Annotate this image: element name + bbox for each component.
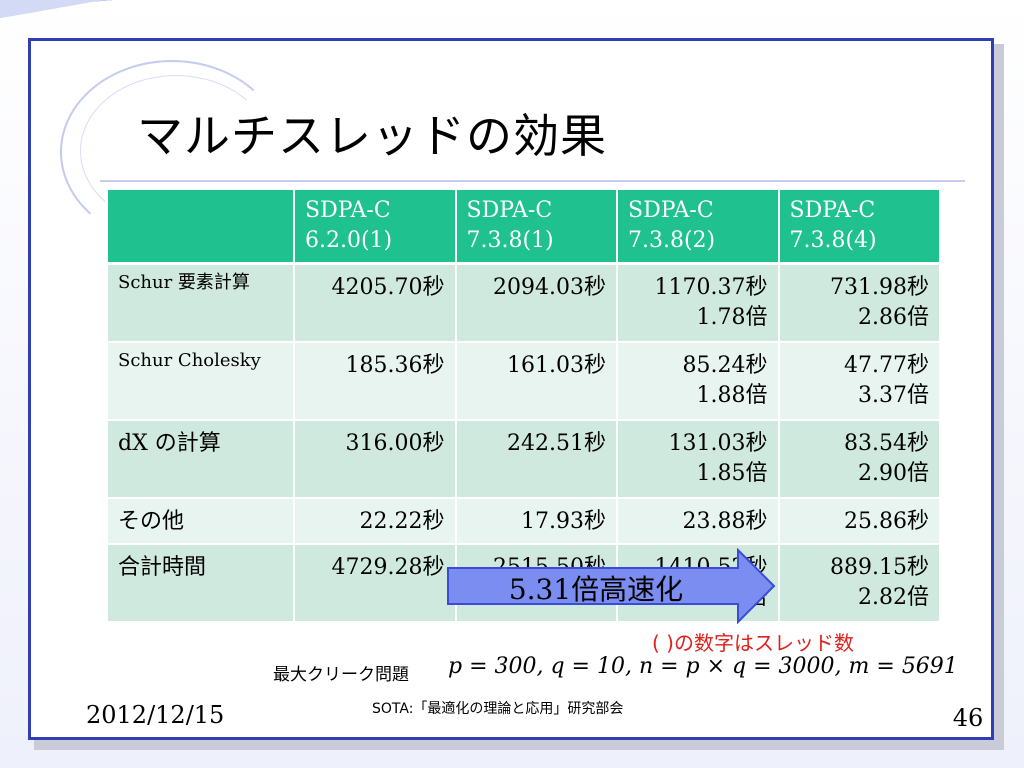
speedup-label: 5.31倍高速化 xyxy=(508,573,684,606)
row-label: 合計時間 xyxy=(108,543,295,623)
row-label: Schur Cholesky xyxy=(108,341,295,421)
table-cell: 85.24秒 1.88倍 xyxy=(617,341,780,421)
header-line: 7.3.8(1) xyxy=(466,228,554,253)
row-label: Schur 要素計算 xyxy=(108,263,295,343)
thread-count-note: ( )の数字はスレッド数 xyxy=(652,631,854,655)
header-line: SDPA-C xyxy=(305,198,391,223)
table-row: Schur 要素計算 4205.70秒 2094.03秒 1170.37秒 1.7… xyxy=(108,263,941,343)
table-cell: 1170.37秒 1.78倍 xyxy=(617,263,780,343)
cell-time: 889.15秒 xyxy=(830,554,929,580)
table-cell: 131.03秒 1.85倍 xyxy=(617,419,780,499)
table-cell: 83.54秒 2.90倍 xyxy=(778,419,941,499)
title-underline xyxy=(100,180,965,182)
table-cell: 889.15秒 2.82倍 xyxy=(778,543,941,623)
header-line: SDPA-C xyxy=(789,198,876,223)
cell-time: 85.24秒 xyxy=(682,352,768,378)
page-number: 46 xyxy=(952,704,984,732)
table-cell: 161.03秒 xyxy=(455,341,618,421)
slide-date: 2012/12/15 xyxy=(86,701,225,729)
slide-title: マルチスレッドの効果 xyxy=(137,109,607,163)
table-header-cell: SDPA-C 7.3.8(2) xyxy=(617,190,780,265)
cell-time: 242.51秒 xyxy=(507,430,606,456)
table-cell: 4205.70秒 xyxy=(294,263,457,343)
row-label: dX の計算 xyxy=(108,419,295,499)
cell-speedup: 1.88倍 xyxy=(696,382,768,408)
header-line: 7.3.8(2) xyxy=(628,228,716,253)
table-header-corner xyxy=(108,190,295,265)
table-row: Schur Cholesky 185.36秒 161.03秒 85.24秒 1.8… xyxy=(108,341,941,421)
cell-time: 22.22秒 xyxy=(359,508,445,534)
header-line: 6.2.0(1) xyxy=(305,228,393,253)
cell-time: 316.00秒 xyxy=(345,430,445,456)
cell-time: 47.77秒 xyxy=(844,352,929,378)
table-cell: 25.86秒 xyxy=(778,497,941,545)
cell-time: 25.86秒 xyxy=(844,508,929,534)
decorative-swirl xyxy=(60,60,284,244)
slide-footer: SOTA:「最適化の理論と応用」研究部会 xyxy=(372,701,624,717)
table-cell: 316.00秒 xyxy=(294,419,457,499)
cell-speedup: 2.82倍 xyxy=(858,584,929,610)
decorative-swirl-inner xyxy=(80,75,272,227)
table-header-cell: SDPA-C 7.3.8(4) xyxy=(778,190,941,265)
cell-time: 83.54秒 xyxy=(844,430,929,456)
table-row: その他 22.22秒 17.93秒 23.88秒 25.86秒 xyxy=(108,497,941,545)
table-cell: 185.36秒 xyxy=(294,341,457,421)
table-header-cell: SDPA-C 7.3.8(1) xyxy=(455,190,618,265)
table-row: 合計時間 4729.28秒 2515.50秒 1410.52秒1.78倍 889… xyxy=(108,543,941,623)
cell-time: 4729.28秒 xyxy=(331,554,445,580)
table-cell: 47.77秒 3.37倍 xyxy=(778,341,941,421)
table-row: dX の計算 316.00秒 242.51秒 131.03秒 1.85倍 83.5… xyxy=(108,419,941,499)
table-header-cell: SDPA-C 6.2.0(1) xyxy=(294,190,457,265)
cell-speedup: 2.86倍 xyxy=(858,305,929,330)
table-cell: 4729.28秒 xyxy=(294,543,457,623)
table-cell: 2094.03秒 xyxy=(455,263,618,343)
cell-time: 23.88秒 xyxy=(682,508,768,534)
cell-time: 2094.03秒 xyxy=(493,275,606,300)
performance-table: SDPA-C 6.2.0(1) SDPA-C 7.3.8(1) SDPA-C 7.3.… xyxy=(108,190,941,623)
cell-speedup: 1.85倍 xyxy=(696,460,768,486)
header-line: SDPA-C xyxy=(466,198,553,223)
table-cell: 23.88秒 xyxy=(617,497,780,545)
table-cell: 731.98秒 2.86倍 xyxy=(778,263,941,343)
decorative-stripes xyxy=(0,0,1024,40)
table-cell: 17.93秒 xyxy=(455,497,618,545)
cell-time: 131.03秒 xyxy=(668,430,768,456)
row-label: その他 xyxy=(108,497,295,545)
table-cell: 22.22秒 xyxy=(294,497,457,545)
cell-speedup: 2.90倍 xyxy=(858,460,929,486)
speedup-arrow: 5.31倍高速化 xyxy=(446,548,776,624)
cell-time: 731.98秒 xyxy=(830,275,929,300)
problem-formula: p = 300, q = 10, n = p × q = 3000, m = 5… xyxy=(448,654,958,679)
table-cell: 242.51秒 xyxy=(455,419,618,499)
header-line: SDPA-C xyxy=(628,198,714,223)
cell-speedup: 1.78倍 xyxy=(696,305,768,330)
problem-label: 最大クリーク問題 xyxy=(273,665,409,685)
cell-time: 4205.70秒 xyxy=(331,275,445,300)
table-header-row: SDPA-C 6.2.0(1) SDPA-C 7.3.8(1) SDPA-C 7.3.… xyxy=(108,190,941,265)
header-line: 7.3.8(4) xyxy=(789,228,877,253)
cell-time: 1170.37秒 xyxy=(654,275,768,300)
cell-time: 185.36秒 xyxy=(345,352,445,378)
cell-time: 17.93秒 xyxy=(521,508,606,534)
cell-time: 161.03秒 xyxy=(507,352,606,378)
arrow-shape xyxy=(447,548,776,624)
cell-speedup: 3.37倍 xyxy=(858,382,929,408)
